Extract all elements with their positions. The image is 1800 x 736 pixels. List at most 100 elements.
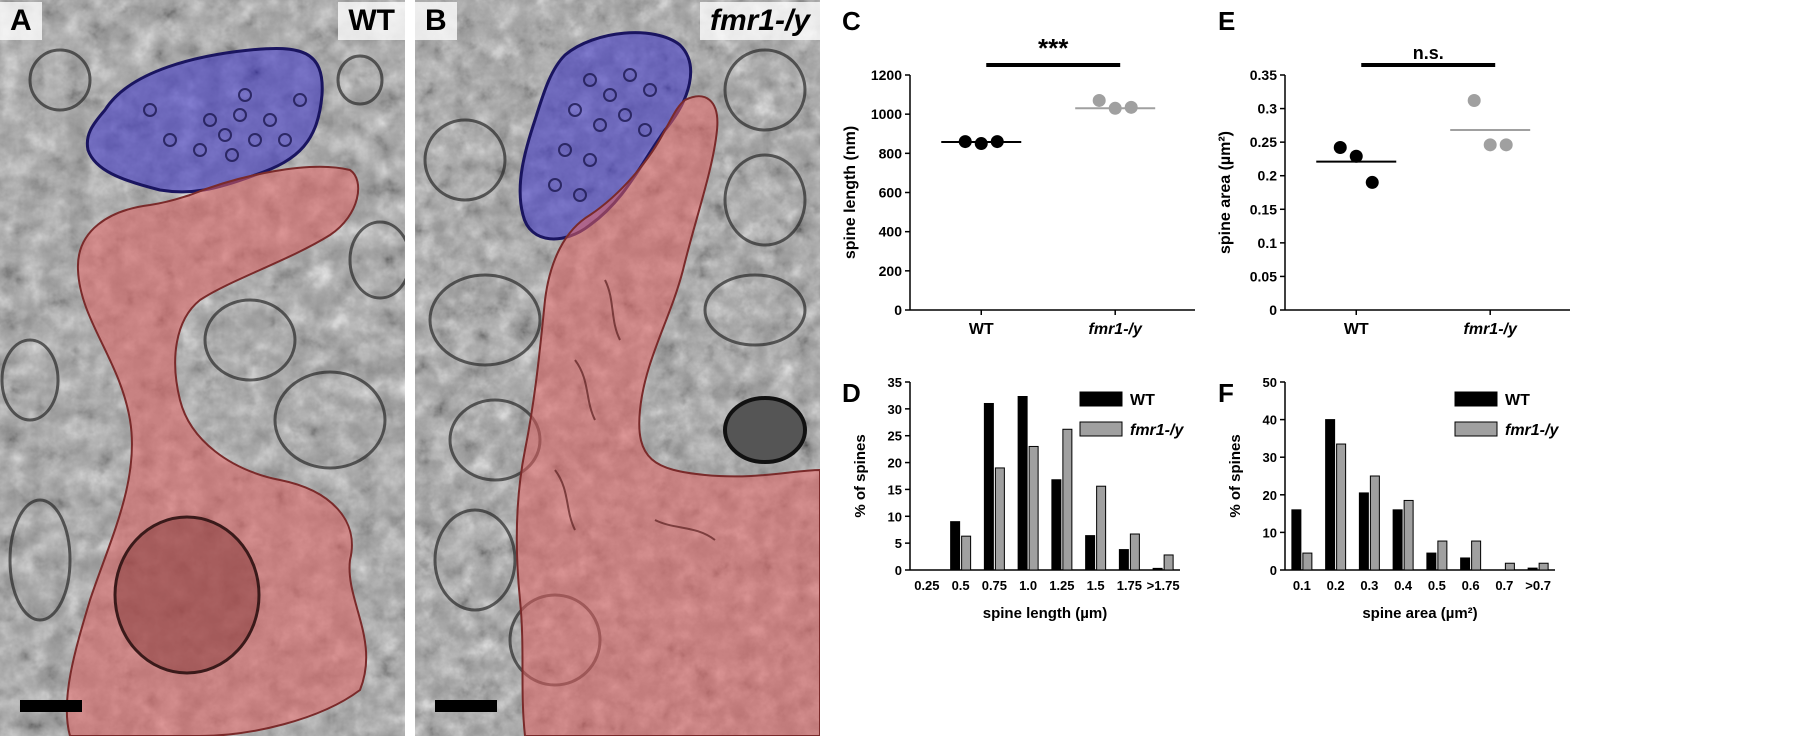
y-tick-label: 10 [888, 509, 902, 524]
y-tick-label: 200 [879, 263, 903, 279]
mitochondrion-b [723, 396, 807, 464]
y-tick-label: 0 [1269, 302, 1277, 318]
bar [1325, 419, 1336, 571]
panel-letter-b: B [415, 2, 457, 40]
y-tick-label: 10 [1263, 525, 1277, 540]
genotype-label-fmr1: fmr1-/y [699, 2, 820, 40]
em-micrograph-fmr1 [415, 0, 820, 736]
x-tick-label: fmr1-/y [1089, 321, 1143, 338]
chart-letter-f: F [1218, 378, 1234, 408]
y-tick-label: 0.35 [1250, 67, 1277, 83]
y-tick-label: 1200 [871, 67, 902, 83]
x-tick-label: 0.75 [982, 578, 1007, 593]
x-tick-label: 0.5 [952, 578, 970, 593]
x-tick-label: 0.3 [1360, 578, 1378, 593]
y-tick-label: 20 [888, 456, 902, 471]
y-tick-label: 0.25 [1250, 134, 1277, 150]
x-tick-label: 1.0 [1019, 578, 1037, 593]
x-axis-label: spine area (µm²) [1362, 605, 1477, 622]
y-tick-label: 0.1 [1258, 235, 1278, 251]
y-tick-label: 0 [894, 302, 902, 318]
bar [1504, 562, 1515, 571]
bar [1460, 557, 1471, 571]
em-panel-fmr1: B fmr1-/y [415, 0, 820, 736]
bar [1017, 396, 1028, 571]
bar [1426, 552, 1437, 571]
bar [1538, 562, 1549, 571]
panel-letter-a: A [0, 2, 42, 40]
y-tick-label: 30 [1263, 450, 1277, 465]
x-tick-label: 0.4 [1394, 578, 1413, 593]
data-point [1483, 138, 1497, 152]
x-tick-label: 0.25 [914, 578, 939, 593]
x-tick-label: fmr1-/y [1464, 321, 1518, 338]
y-axis-label: spine length (nm) [842, 126, 859, 259]
genotype-label-wt: WT [338, 2, 405, 40]
data-point [1349, 149, 1363, 163]
legend-swatch [1454, 421, 1498, 437]
scale-bar-b [435, 700, 497, 712]
em-micrograph-wt [0, 0, 405, 736]
bar [1096, 485, 1107, 571]
x-tick-label: WT [1344, 321, 1369, 338]
bar [1302, 552, 1313, 571]
y-tick-label: 15 [888, 482, 902, 497]
x-tick-label: 0.2 [1327, 578, 1345, 593]
data-point [1499, 138, 1513, 152]
y-tick-label: 0 [1270, 563, 1277, 578]
y-tick-label: 600 [879, 185, 903, 201]
bar [1085, 535, 1096, 571]
y-tick-label: 5 [895, 536, 902, 551]
bar [1129, 533, 1140, 571]
data-point [1333, 141, 1347, 155]
y-tick-label: 35 [888, 375, 902, 390]
legend-label: fmr1-/y [1505, 422, 1559, 439]
em-panel-wt: A WT [0, 0, 405, 736]
bar [1336, 443, 1347, 571]
bar [1369, 475, 1380, 571]
bar [1163, 554, 1174, 571]
bar [1358, 492, 1369, 571]
mitochondrion [113, 515, 261, 675]
chart-spine-area-scatter: 0 0.05 0.1 0.15 0.2 0.25 0.3 0.35 spine area (µm… [1217, 43, 1570, 338]
bar [1118, 549, 1129, 571]
chart-letter-d: D [842, 378, 861, 408]
bar [1291, 509, 1302, 571]
chart-letter-c: C [842, 6, 861, 36]
y-tick-label: 800 [879, 145, 903, 161]
x-tick-label: 0.6 [1462, 578, 1480, 593]
bar [950, 521, 961, 571]
x-tick-label: 1.75 [1117, 578, 1142, 593]
legend-label: WT [1505, 392, 1530, 409]
y-tick-label: 40 [1263, 413, 1277, 428]
chart-letter-e: E [1218, 6, 1236, 36]
x-tick-label: 0.5 [1428, 578, 1446, 593]
bar [1062, 428, 1073, 571]
y-tick-label: 0.15 [1250, 201, 1277, 217]
y-tick-label: 25 [888, 429, 902, 444]
bar [1392, 509, 1403, 571]
x-tick-label: WT [969, 321, 994, 338]
y-tick-label: 50 [1263, 375, 1277, 390]
y-axis-label: % of spines [852, 434, 869, 517]
y-tick-label: 0 [895, 563, 902, 578]
legend-swatch [1079, 391, 1123, 407]
legend-label: fmr1-/y [1130, 422, 1184, 439]
y-tick-label: 400 [879, 224, 903, 240]
bar [1051, 479, 1062, 571]
x-tick-label: 0.7 [1495, 578, 1513, 593]
x-axis-label: spine length (µm) [983, 605, 1107, 622]
x-tick-label: 1.25 [1049, 578, 1074, 593]
bar [1471, 540, 1482, 571]
data-point [974, 137, 988, 151]
bar [983, 402, 994, 571]
postsynaptic-spine-overlay-b [515, 95, 820, 736]
x-tick-label: >0.7 [1525, 578, 1551, 593]
y-tick-label: 1000 [871, 106, 902, 122]
data-point [1467, 94, 1481, 108]
x-tick-label: 1.5 [1087, 578, 1105, 593]
scale-bar-a [20, 700, 82, 712]
y-axis-label: % of spines [1227, 434, 1244, 517]
chart-spine-length-histogram: 0 5 10 15 20 25 30 35 % of spines 0.25 0.5 0.75 1.0 1… [852, 375, 1184, 622]
y-tick-label: 0.05 [1250, 268, 1277, 284]
